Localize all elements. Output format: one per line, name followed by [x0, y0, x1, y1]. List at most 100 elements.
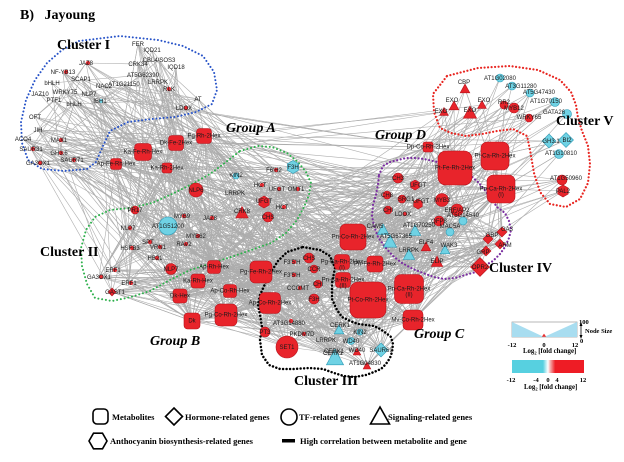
svg-text:CHI: CHI	[383, 208, 394, 214]
svg-text:UFGT: UFGT	[269, 187, 286, 193]
svg-text:JAZ8: JAZ8	[203, 216, 218, 222]
svg-text:NLP6: NLP6	[188, 188, 204, 194]
svg-text:JIH: JIH	[34, 128, 43, 134]
svg-text:B) Jayoung: B) Jayoung	[20, 8, 95, 23]
svg-text:Signaling-related genes: Signaling-related genes	[388, 412, 473, 422]
svg-text:NLP7: NLP7	[163, 267, 179, 273]
svg-text:Dk-Hex: Dk-Hex	[170, 294, 190, 300]
svg-text:Dk-Fe-2Hex: Dk-Fe-2Hex	[160, 141, 192, 147]
svg-text:Pg-Co-Rh-2Hex: Pg-Co-Rh-2Hex	[205, 313, 248, 319]
svg-text:CRK8: CRK8	[234, 209, 251, 215]
svg-text:Group C: Group C	[414, 327, 465, 342]
svg-text:UFGT: UFGT	[413, 199, 430, 205]
svg-text:IQD18: IQD18	[167, 65, 185, 71]
svg-text:LDOX: LDOX	[176, 106, 192, 112]
svg-text:GA3OX1: GA3OX1	[87, 275, 112, 281]
svg-text:AT: AT	[194, 97, 202, 103]
svg-text:ERF1: ERF1	[105, 268, 121, 274]
svg-text:Group A: Group A	[226, 121, 276, 136]
svg-text:12: 12	[572, 342, 579, 349]
svg-text:WRKY65: WRKY65	[517, 115, 542, 121]
svg-text:ELF4: ELF4	[419, 240, 434, 246]
svg-text:-4: -4	[533, 377, 539, 384]
svg-text:PTF1: PTF1	[47, 98, 62, 104]
svg-text:Cluster I: Cluster I	[57, 38, 110, 53]
svg-text:GH3.1: GH3.1	[542, 139, 560, 145]
svg-text:EXO: EXO	[464, 108, 477, 114]
svg-text:4: 4	[555, 377, 559, 384]
svg-text:SET1: SET1	[279, 345, 295, 351]
svg-text:ERF/AP2: ERF/AP2	[444, 208, 470, 214]
svg-text:AT1G04830: AT1G04830	[349, 361, 382, 367]
svg-text:NF-YB13: NF-YB13	[51, 70, 76, 76]
svg-text:(I): (I)	[498, 193, 504, 199]
svg-text:NAC2: NAC2	[96, 84, 113, 90]
svg-text:Cluster V: Cluster V	[556, 114, 613, 129]
svg-text:CRK34: CRK34	[128, 62, 148, 68]
svg-text:Pt-Ca-Rh-2Hex: Pt-Ca-Rh-2Hex	[474, 154, 515, 160]
svg-text:Cluster II: Cluster II	[40, 245, 98, 260]
svg-text:AT3G14880: AT3G14880	[273, 321, 306, 327]
svg-text:VRN1: VRN1	[150, 245, 167, 251]
svg-text:F3'5'H: F3'5'H	[284, 273, 301, 279]
svg-text:High correlation between metab: High correlation between metabolite and …	[300, 436, 467, 446]
svg-text:GA3OX1: GA3OX1	[26, 161, 51, 167]
svg-text:(II): (II)	[339, 284, 346, 290]
svg-text:Dp-Co-Rh-2Hex: Dp-Co-Rh-2Hex	[406, 145, 449, 151]
svg-text:(I): (I)	[339, 266, 345, 272]
svg-text:Hormone-related genes: Hormone-related genes	[185, 412, 270, 422]
svg-text:CHS: CHS	[262, 215, 275, 221]
svg-text:OFP8: OFP8	[431, 219, 447, 225]
svg-text:Pn-Co-Rh-2Hex: Pn-Co-Rh-2Hex	[332, 235, 375, 241]
svg-text:F3H: F3H	[287, 165, 298, 171]
svg-text:PAL2: PAL2	[556, 189, 571, 195]
svg-text:Ap-Rh-Hex: Ap-Rh-Hex	[199, 265, 229, 271]
svg-text:NLP7: NLP7	[120, 226, 136, 232]
svg-text:OPR2: OPR2	[472, 265, 489, 271]
svg-text:OMT1: OMT1	[288, 187, 305, 193]
svg-text:0: 0	[546, 377, 549, 384]
svg-text:GBP: GBP	[486, 233, 499, 239]
svg-text:KIN2: KIN2	[353, 330, 367, 336]
svg-text:MAC5A: MAC5A	[440, 224, 461, 230]
svg-text:CH3: CH3	[392, 176, 405, 182]
svg-text:Cluster III: Cluster III	[294, 374, 358, 389]
svg-text:Cluster IV: Cluster IV	[489, 261, 552, 276]
svg-text:ACO4: ACO4	[15, 137, 32, 143]
svg-text:MAX1: MAX1	[51, 138, 68, 144]
svg-text:Metabolites: Metabolites	[112, 412, 155, 422]
svg-text:HSFB3: HSFB3	[120, 246, 140, 252]
svg-text:PR17: PR17	[127, 208, 143, 214]
svg-text:Ap-Fe-Rh-Hex: Ap-Fe-Rh-Hex	[97, 162, 136, 168]
svg-text:LDOX: LDOX	[395, 212, 411, 218]
svg-text:HB21: HB21	[147, 256, 163, 262]
svg-text:Group B: Group B	[150, 334, 200, 349]
svg-text:bHLH: bHLH	[66, 102, 81, 108]
svg-text:CERK1: CERK1	[323, 351, 344, 357]
svg-text:Dk: Dk	[188, 319, 196, 325]
svg-text:HCT: HCT	[254, 183, 267, 189]
svg-text:SAUR31: SAUR31	[19, 147, 43, 153]
svg-text:AT1G50960: AT1G50960	[550, 176, 583, 182]
svg-text:SCAP1: SCAP1	[71, 77, 91, 83]
svg-text:Pn-Ca-Rh-2Hex: Pn-Ca-Rh-2Hex	[480, 187, 523, 193]
svg-text:AT5G62390: AT5G62390	[127, 73, 160, 79]
svg-text:CH8: CH8	[381, 193, 394, 199]
svg-text:AT5G47430: AT5G47430	[523, 90, 556, 96]
svg-text:LRRPK: LRRPK	[316, 338, 336, 344]
svg-text:0: 0	[542, 342, 545, 349]
svg-text:0: 0	[580, 338, 583, 345]
svg-text:IQD21: IQD21	[143, 48, 161, 54]
svg-text:SAUR69: SAUR69	[369, 348, 393, 354]
svg-text:OFT: OFT	[29, 115, 41, 121]
svg-text:WAK3: WAK3	[441, 243, 458, 249]
svg-text:SAUR71: SAUR71	[60, 158, 84, 164]
svg-text:AT1G70150: AT1G70150	[530, 99, 563, 105]
svg-text:Pn-Ca-Rh-2Hex: Pn-Ca-Rh-2Hex	[322, 278, 365, 284]
svg-text:JAZ8: JAZ8	[79, 61, 94, 67]
svg-text:Log2 [fold change]: Log2 [fold change]	[524, 384, 577, 391]
svg-text:AT5G67365: AT5G67365	[380, 234, 413, 240]
svg-text:GATA26: GATA26	[543, 110, 566, 116]
svg-text:AT1G51200: AT1G51200	[152, 224, 185, 230]
svg-text:EXO: EXO	[446, 98, 459, 104]
